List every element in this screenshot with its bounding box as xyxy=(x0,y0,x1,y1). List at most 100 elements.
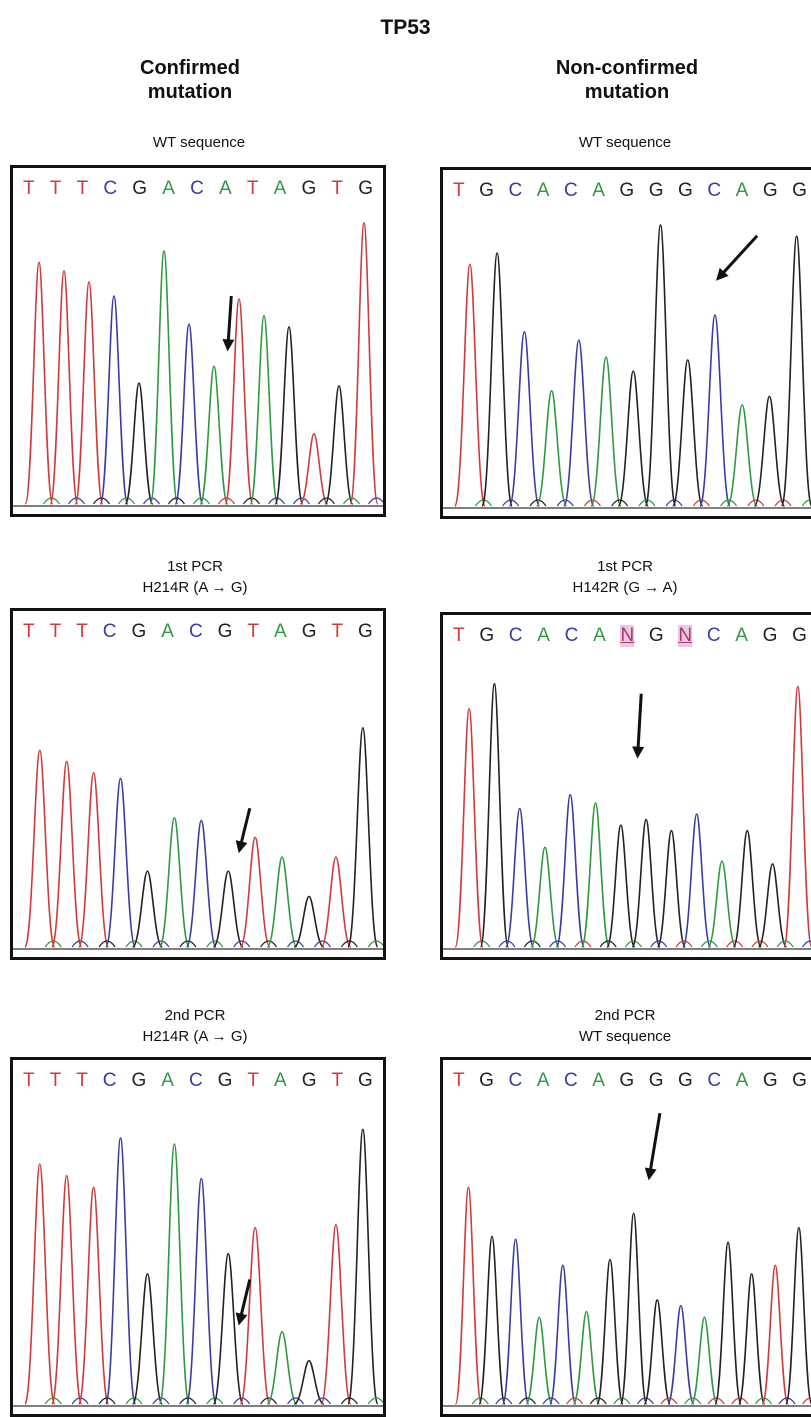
base-call-g: G xyxy=(479,180,494,201)
trace-noise xyxy=(523,940,541,948)
base-call-g: G xyxy=(619,180,635,201)
base-call-t: T xyxy=(49,178,62,199)
trace-noise xyxy=(233,940,251,948)
trace-peak xyxy=(324,385,354,505)
base-call-t: T xyxy=(76,178,89,199)
caption-line2: H214R (A → G) xyxy=(142,579,248,596)
base-call-t: T xyxy=(49,1070,62,1091)
trace-noise xyxy=(665,499,683,507)
base-call-a: A xyxy=(592,180,605,201)
trace-noise xyxy=(260,1397,278,1405)
caption-line2: H142R (G → A) xyxy=(572,579,678,596)
trace-peak xyxy=(239,1226,271,1405)
base-call-g: G xyxy=(217,621,233,642)
trace-noise xyxy=(71,1397,89,1405)
trace-noise xyxy=(556,499,574,507)
trace-peak xyxy=(753,395,786,507)
base-call-t: T xyxy=(49,621,62,642)
trace-peak xyxy=(606,824,636,948)
base-call-g: G xyxy=(678,180,693,201)
base-call-c: C xyxy=(564,625,579,646)
trace-peak xyxy=(617,370,650,507)
trace-noise xyxy=(675,940,693,948)
caption-line1: WT sequence xyxy=(578,134,672,151)
trace-noise xyxy=(636,1397,654,1405)
trace-peak xyxy=(761,1264,790,1405)
trace-noise xyxy=(599,940,617,948)
base-call-g: G xyxy=(358,621,373,642)
trace-peak xyxy=(320,856,352,948)
arrow-icon xyxy=(716,267,729,281)
arrow-shaft xyxy=(239,807,252,846)
trace-peak xyxy=(99,295,129,505)
trace-peak xyxy=(51,1174,83,1405)
arrow-shaft xyxy=(720,234,759,276)
trace-peak xyxy=(124,382,154,505)
trace-peak xyxy=(732,829,762,948)
trace-peak xyxy=(681,813,712,948)
base-call-g: G xyxy=(648,180,664,201)
base-call-c: C xyxy=(707,180,722,201)
base-call-g: G xyxy=(131,1070,147,1091)
base-call-c: C xyxy=(707,1070,722,1091)
trace-peak xyxy=(555,793,585,948)
base-call-g: G xyxy=(301,621,317,642)
base-call-c: C xyxy=(102,1070,117,1091)
base-call-c: C xyxy=(188,1070,203,1091)
trace-noise xyxy=(498,940,516,948)
base-call-c: C xyxy=(508,625,523,646)
trace-peak xyxy=(347,727,379,948)
trace-noise xyxy=(801,499,811,507)
trace-noise xyxy=(801,940,811,948)
trace-peak xyxy=(274,326,304,505)
trace-peak xyxy=(51,760,83,948)
trace-peak xyxy=(757,863,788,948)
base-call-a: A xyxy=(536,180,550,201)
trace-peak xyxy=(78,1186,110,1405)
base-call-c: C xyxy=(103,178,118,199)
trace-peak xyxy=(266,1330,298,1405)
base-call-g: G xyxy=(762,625,778,646)
trace-noise xyxy=(518,1397,536,1405)
trace-noise xyxy=(502,499,520,507)
trace-peak xyxy=(699,314,731,507)
trace-noise xyxy=(168,497,185,505)
trace-peak xyxy=(212,1252,244,1405)
trace-noise xyxy=(125,940,143,948)
trace-noise xyxy=(313,940,331,948)
trace-noise xyxy=(287,1397,305,1405)
base-call-c: C xyxy=(706,625,721,646)
base-call-t: T xyxy=(331,621,344,642)
base-call-g: G xyxy=(132,178,148,199)
trace-noise xyxy=(179,1397,197,1405)
trace-peak xyxy=(74,281,104,505)
base-call-a: A xyxy=(592,1070,605,1091)
caption-line1: 1st PCR xyxy=(597,558,653,575)
trace-noise xyxy=(660,1397,678,1405)
trace-noise xyxy=(118,497,135,505)
base-call-t: T xyxy=(23,621,35,642)
trace-peak xyxy=(631,818,661,948)
trace-noise xyxy=(268,497,285,505)
trace-peak xyxy=(726,404,758,507)
trace-noise xyxy=(367,940,383,948)
caption-confirmed-2: 1st PCR H214R (A → G) xyxy=(45,556,345,598)
base-call-g: G xyxy=(479,625,495,646)
base-call-a: A xyxy=(536,1070,550,1091)
trace-noise xyxy=(68,497,85,505)
base-call-g: G xyxy=(792,625,807,646)
arrow-icon xyxy=(644,1167,657,1181)
trace-noise xyxy=(98,940,116,948)
base-call-g: G xyxy=(358,1070,373,1091)
trace-noise xyxy=(589,1397,607,1405)
base-call-a: A xyxy=(161,621,174,642)
column-heading-line1: Non-confirmed xyxy=(555,57,699,79)
chromatogram-traces xyxy=(13,1128,383,1407)
trace-peak xyxy=(347,1128,379,1405)
arrow-icon xyxy=(235,840,248,854)
base-call-a: A xyxy=(735,1070,749,1091)
